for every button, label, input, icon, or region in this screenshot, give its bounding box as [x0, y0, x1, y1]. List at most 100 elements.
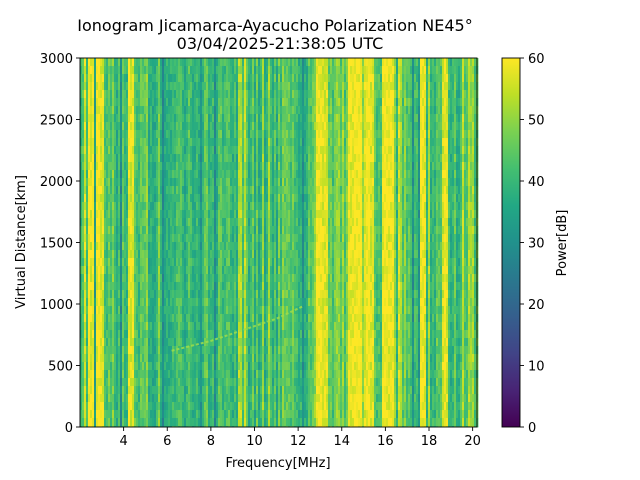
heatmap-cell [100, 154, 103, 163]
heatmap-cell [154, 330, 157, 339]
heatmap-cell [280, 250, 283, 259]
heatmap-cell [104, 370, 107, 379]
heatmap-cell [260, 418, 263, 427]
heatmap-cell [246, 338, 249, 347]
heatmap-cell [270, 194, 273, 203]
heatmap-cell [242, 410, 245, 419]
heatmap-cell [160, 322, 163, 331]
heatmap-cell [238, 154, 241, 163]
heatmap-cell [202, 250, 205, 259]
heatmap-cell [94, 282, 97, 291]
heatmap-cell [266, 394, 269, 403]
heatmap-cell [194, 394, 197, 403]
heatmap-cell [278, 402, 281, 411]
heatmap-cell [184, 154, 187, 163]
heatmap-cell [120, 170, 123, 179]
heatmap-cell [254, 378, 257, 387]
heatmap-cell [250, 122, 253, 131]
heatmap-cell [124, 202, 127, 211]
heatmap-cell [198, 186, 201, 195]
heatmap-cell [180, 322, 183, 331]
heatmap-cell [154, 74, 157, 83]
heatmap-cell [138, 242, 141, 251]
heatmap-cell [118, 74, 121, 83]
heatmap-cell [262, 266, 265, 275]
heatmap-cell [198, 82, 201, 91]
heatmap-cell [220, 362, 223, 371]
heatmap-cell [140, 154, 143, 163]
heatmap-cell [156, 226, 159, 235]
heatmap-cell [276, 154, 279, 163]
heatmap-cell [288, 146, 291, 155]
heatmap-cell [132, 386, 135, 395]
heatmap-cell [82, 410, 85, 419]
heatmap-cell [188, 250, 191, 259]
heatmap-cell [152, 114, 155, 123]
heatmap-cell [280, 394, 283, 403]
heatmap-cell [158, 66, 161, 75]
heatmap-cell [166, 122, 169, 131]
heatmap-cell [130, 418, 133, 427]
heatmap-cell [166, 146, 169, 155]
heatmap-cell [188, 394, 191, 403]
heatmap-cell [96, 202, 99, 211]
heatmap-cell [282, 170, 285, 179]
heatmap-cell [162, 234, 165, 243]
heatmap-cell [118, 170, 121, 179]
heatmap-cell [110, 402, 113, 411]
heatmap-cell [246, 362, 249, 371]
heatmap-cell [132, 210, 135, 219]
heatmap-cell [270, 290, 273, 299]
heatmap-cell [168, 418, 171, 427]
heatmap-cell [156, 418, 159, 427]
heatmap-cell [84, 418, 87, 427]
heatmap-cell [212, 90, 215, 99]
heatmap-cell [184, 122, 187, 131]
heatmap-cell [208, 394, 211, 403]
heatmap-cell [288, 234, 291, 243]
heatmap-cell [148, 98, 151, 107]
heatmap-cell [270, 202, 273, 211]
heatmap-cell [262, 154, 265, 163]
heatmap-cell [96, 194, 99, 203]
heatmap-cell [124, 66, 127, 75]
heatmap-cell [130, 394, 133, 403]
heatmap-cell [110, 106, 113, 115]
heatmap-cell [216, 266, 219, 275]
heatmap-cell [192, 274, 195, 283]
heatmap-cell [234, 82, 237, 91]
heatmap-cell [118, 130, 121, 139]
heatmap-cell [252, 202, 255, 211]
heatmap-cell [216, 418, 219, 427]
heatmap-cell [98, 410, 101, 419]
heatmap-cell [168, 194, 171, 203]
heatmap-cell [204, 290, 207, 299]
heatmap-cell [222, 162, 225, 171]
heatmap-cell [124, 162, 127, 171]
heatmap-cell [116, 202, 119, 211]
heatmap-cell [108, 386, 111, 395]
heatmap-cell [206, 106, 209, 115]
heatmap-cell [204, 82, 207, 91]
heatmap-cell [282, 394, 285, 403]
heatmap-cell [278, 354, 281, 363]
heatmap-cell [232, 98, 235, 107]
heatmap-cell [84, 322, 87, 331]
heatmap-cell [140, 410, 143, 419]
heatmap-cell [148, 90, 151, 99]
heatmap-cell [194, 386, 197, 395]
heatmap-cell [274, 274, 277, 283]
heatmap-cell [260, 306, 263, 315]
heatmap-cell [170, 298, 173, 307]
heatmap-cell [148, 114, 151, 123]
heatmap-cell [164, 114, 167, 123]
heatmap-cell [266, 258, 269, 267]
heatmap-cell [86, 146, 89, 155]
heatmap-cell [128, 210, 131, 219]
heatmap-cell [272, 90, 275, 99]
heatmap-cell [186, 146, 189, 155]
heatmap-cell [210, 282, 213, 291]
heatmap-cell [202, 354, 205, 363]
heatmap-cell [172, 66, 175, 75]
heatmap-cell [238, 82, 241, 91]
